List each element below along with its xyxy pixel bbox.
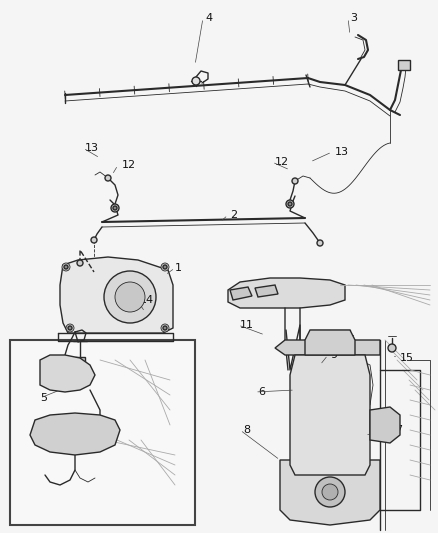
- Text: 12: 12: [275, 157, 289, 167]
- Circle shape: [163, 265, 167, 269]
- Ellipse shape: [104, 271, 156, 323]
- Polygon shape: [255, 285, 278, 297]
- Circle shape: [161, 263, 169, 271]
- Circle shape: [66, 324, 74, 332]
- Circle shape: [111, 204, 119, 212]
- Text: 4: 4: [205, 13, 212, 23]
- Circle shape: [388, 344, 396, 352]
- Circle shape: [64, 265, 68, 269]
- Text: 2: 2: [230, 210, 237, 220]
- Text: 9: 9: [330, 350, 337, 360]
- Polygon shape: [60, 257, 173, 333]
- Polygon shape: [290, 355, 370, 475]
- Polygon shape: [30, 413, 120, 455]
- Circle shape: [91, 237, 97, 243]
- Circle shape: [317, 240, 323, 246]
- Polygon shape: [280, 460, 380, 525]
- Circle shape: [192, 77, 200, 85]
- Text: 1: 1: [175, 263, 182, 273]
- Circle shape: [322, 484, 338, 500]
- Text: 8: 8: [243, 425, 250, 435]
- Text: 14: 14: [140, 295, 154, 305]
- Text: 12: 12: [122, 160, 136, 170]
- Circle shape: [161, 324, 169, 332]
- Polygon shape: [275, 340, 380, 355]
- Polygon shape: [370, 407, 400, 443]
- Circle shape: [105, 175, 111, 181]
- Ellipse shape: [115, 282, 145, 312]
- Circle shape: [77, 260, 83, 266]
- Circle shape: [113, 206, 117, 210]
- Circle shape: [68, 326, 72, 330]
- Bar: [398, 60, 410, 70]
- Polygon shape: [40, 355, 95, 392]
- Circle shape: [315, 477, 345, 507]
- Text: 13: 13: [85, 143, 99, 153]
- Circle shape: [288, 202, 292, 206]
- Text: 6: 6: [258, 387, 265, 397]
- Circle shape: [163, 326, 167, 330]
- Text: 5: 5: [40, 393, 47, 403]
- Text: 3: 3: [350, 13, 357, 23]
- Text: 13: 13: [335, 147, 349, 157]
- Polygon shape: [305, 330, 355, 355]
- Circle shape: [292, 178, 298, 184]
- Polygon shape: [230, 287, 252, 300]
- Text: 11: 11: [240, 320, 254, 330]
- Circle shape: [286, 200, 294, 208]
- Circle shape: [62, 263, 70, 271]
- Bar: [10, 340, 195, 525]
- Text: 7: 7: [395, 425, 402, 435]
- Bar: [75, 357, 85, 363]
- Polygon shape: [228, 278, 345, 308]
- Text: 15: 15: [400, 353, 414, 363]
